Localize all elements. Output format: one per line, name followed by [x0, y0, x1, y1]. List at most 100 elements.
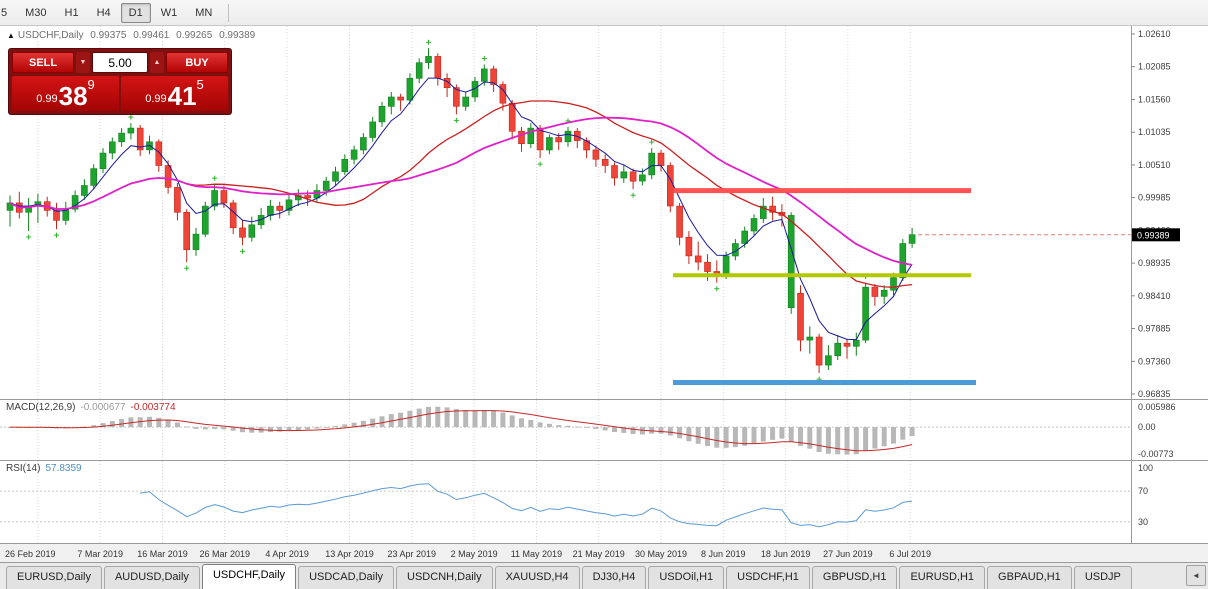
- toolbar-separator: [228, 3, 230, 22]
- tab-usdchf-daily[interactable]: USDCHF,Daily: [201, 564, 297, 589]
- svg-text:0.00: 0.00: [1138, 422, 1156, 432]
- svg-text:-0.00773: -0.00773: [1138, 449, 1174, 459]
- svg-text:0.96835: 0.96835: [1138, 389, 1171, 399]
- tab-dj30-h4[interactable]: DJ30,H4: [581, 566, 647, 589]
- tab-usdjp[interactable]: USDJP: [1073, 566, 1132, 589]
- svg-text:0.005986: 0.005986: [1138, 402, 1176, 412]
- tab-usdcad-daily[interactable]: USDCAD,Daily: [298, 566, 395, 589]
- ma-line-5: [9, 77, 913, 341]
- rsi-value: 57.8359: [45, 463, 82, 474]
- time-axis[interactable]: 26 Feb 2019 7 Mar 2019 16 Mar 2019 26 Mar 2…: [5, 549, 931, 559]
- macd-signal-line: [9, 410, 913, 452]
- candles: [6, 48, 916, 374]
- timeframe-button-5[interactable]: 5: [1, 6, 8, 19]
- macd-histogram: [7, 406, 915, 455]
- collapse-panel-icon[interactable]: ▲: [7, 31, 15, 40]
- chart-symbol-header: ▲ USDCHF,Daily 0.99375 0.99461 0.99265 0.…: [7, 30, 259, 41]
- buy-button[interactable]: BUY: [166, 52, 228, 73]
- ohlc-open: 0.99375: [90, 30, 127, 41]
- ask-big-digits: 41: [167, 81, 197, 112]
- timeframe-button-mn[interactable]: MN: [195, 6, 213, 19]
- ask-pipette: 5: [196, 77, 204, 92]
- macd-name: MACD(12,26,9): [6, 402, 76, 413]
- svg-text:0.97360: 0.97360: [1138, 356, 1171, 366]
- ohlc-high: 0.99461: [133, 30, 170, 41]
- tab-usdoil-h1[interactable]: USDOil,H1: [648, 566, 725, 589]
- rsi-indicator-label: RSI(14) 57.8359: [6, 463, 82, 474]
- macd-indicator-label: MACD(12,26,9) -0.000677 -0.003774: [6, 402, 176, 413]
- svg-text:23 Apr 2019: 23 Apr 2019: [388, 549, 437, 559]
- svg-text:1.00510: 1.00510: [1138, 160, 1171, 170]
- bid-price-display[interactable]: 0.99 38 9: [12, 76, 119, 111]
- timeframe-button-h4[interactable]: H4: [96, 6, 111, 19]
- horizontal-level-objects[interactable]: [673, 188, 976, 385]
- svg-text:1.02085: 1.02085: [1138, 62, 1171, 72]
- tab-usdcnh-daily[interactable]: USDCNH,Daily: [396, 566, 493, 589]
- macd-axis: 0.005986 0.00 -0.00773: [1138, 402, 1176, 459]
- svg-text:21 May 2019: 21 May 2019: [573, 549, 625, 559]
- svg-text:4 Apr 2019: 4 Apr 2019: [265, 549, 309, 559]
- svg-text:1.01560: 1.01560: [1138, 95, 1171, 105]
- chevron-up-icon: ▲: [153, 59, 161, 66]
- svg-text:30 May 2019: 30 May 2019: [635, 549, 687, 559]
- svg-text:8 Jun 2019: 8 Jun 2019: [701, 549, 746, 559]
- chart-symbol-label: USDCHF,Daily: [17, 30, 84, 41]
- tab-eurusd-h1[interactable]: EURUSD,H1: [899, 566, 986, 589]
- timeframe-button-w1[interactable]: W1: [160, 6, 178, 19]
- svg-text:30: 30: [1138, 517, 1148, 527]
- svg-text:1.01035: 1.01035: [1138, 127, 1171, 137]
- chevron-down-icon: ▼: [79, 59, 87, 66]
- ohlc-low: 0.99265: [176, 30, 213, 41]
- bid-prefix: 0.99: [36, 93, 58, 105]
- current-price-badge: 0.99389: [1132, 228, 1180, 242]
- chart-tabs-bar: EURUSD,Daily AUDUSD,Daily USDCHF,Daily USDC…: [0, 562, 1208, 589]
- ma-line-30: [9, 116, 913, 266]
- arrow-left-icon: ◄: [1192, 571, 1200, 580]
- svg-text:27 Jun 2019: 27 Jun 2019: [823, 549, 873, 559]
- volume-input[interactable]: 5.00: [92, 52, 148, 73]
- svg-text:70: 70: [1138, 486, 1148, 496]
- tab-usdchf-h1[interactable]: USDCHF,H1: [726, 566, 810, 589]
- price-chart-canvas[interactable]: 1.02610 1.02085 1.01560 1.01035 1.00510 0.999…: [0, 26, 1208, 562]
- timeframe-toolbar: 5 M30 H1 H4 D1 W1 MN: [0, 0, 1208, 26]
- macd-signal-value: -0.003774: [130, 402, 176, 413]
- ohlc-close: 0.99389: [219, 30, 256, 41]
- svg-text:100: 100: [1138, 463, 1153, 473]
- svg-text:0.97885: 0.97885: [1138, 324, 1171, 334]
- svg-text:2 May 2019: 2 May 2019: [451, 549, 498, 559]
- sell-button[interactable]: SELL: [12, 52, 74, 73]
- bid-pipette: 9: [87, 77, 95, 92]
- svg-text:0.98935: 0.98935: [1138, 258, 1171, 268]
- svg-text:7 Mar 2019: 7 Mar 2019: [77, 549, 123, 559]
- bid-big-digits: 38: [58, 81, 88, 112]
- rsi-line: [140, 483, 913, 528]
- ask-prefix: 0.99: [145, 93, 167, 105]
- svg-text:0.98410: 0.98410: [1138, 291, 1171, 301]
- timeframe-button-d1[interactable]: D1: [120, 2, 151, 23]
- tab-eurusd-daily[interactable]: EURUSD,Daily: [6, 566, 102, 589]
- tab-scroll-left-button[interactable]: ◄: [1186, 565, 1206, 586]
- svg-text:11 May 2019: 11 May 2019: [511, 549, 562, 559]
- svg-text:26 Feb 2019: 26 Feb 2019: [5, 549, 56, 559]
- chart-window: 1.02610 1.02085 1.01560 1.01035 1.00510 0.999…: [0, 26, 1208, 562]
- svg-text:6 Jul 2019: 6 Jul 2019: [889, 549, 931, 559]
- tab-gbpaud-h1[interactable]: GBPAUD,H1: [987, 566, 1072, 589]
- svg-text:0.99985: 0.99985: [1138, 193, 1171, 203]
- tab-gbpusd-h1[interactable]: GBPUSD,H1: [811, 566, 898, 589]
- tab-audusd-daily[interactable]: AUDUSD,Daily: [103, 566, 200, 589]
- macd-main-value: -0.000677: [80, 402, 126, 413]
- timeframe-button-m30[interactable]: M30: [25, 6, 47, 19]
- timeframe-button-h1[interactable]: H1: [64, 6, 79, 19]
- tab-xauusd-h4[interactable]: XAUUSD,H4: [494, 566, 580, 589]
- svg-text:1.02610: 1.02610: [1138, 29, 1171, 39]
- svg-text:13 Apr 2019: 13 Apr 2019: [325, 549, 374, 559]
- volume-increase-button[interactable]: ▲: [150, 52, 164, 73]
- svg-text:18 Jun 2019: 18 Jun 2019: [761, 549, 811, 559]
- svg-text:0.99389: 0.99389: [1137, 230, 1170, 240]
- volume-decrease-button[interactable]: ▼: [76, 52, 90, 73]
- ask-price-display[interactable]: 0.99 41 5: [121, 76, 228, 111]
- rsi-axis: 100 70 30: [1138, 463, 1153, 527]
- svg-text:26 Mar 2019: 26 Mar 2019: [200, 549, 251, 559]
- svg-text:16 Mar 2019: 16 Mar 2019: [137, 549, 188, 559]
- one-click-trading-panel: SELL ▼ 5.00 ▲ BUY 0.99 38 9 0.99 41 5: [8, 48, 232, 115]
